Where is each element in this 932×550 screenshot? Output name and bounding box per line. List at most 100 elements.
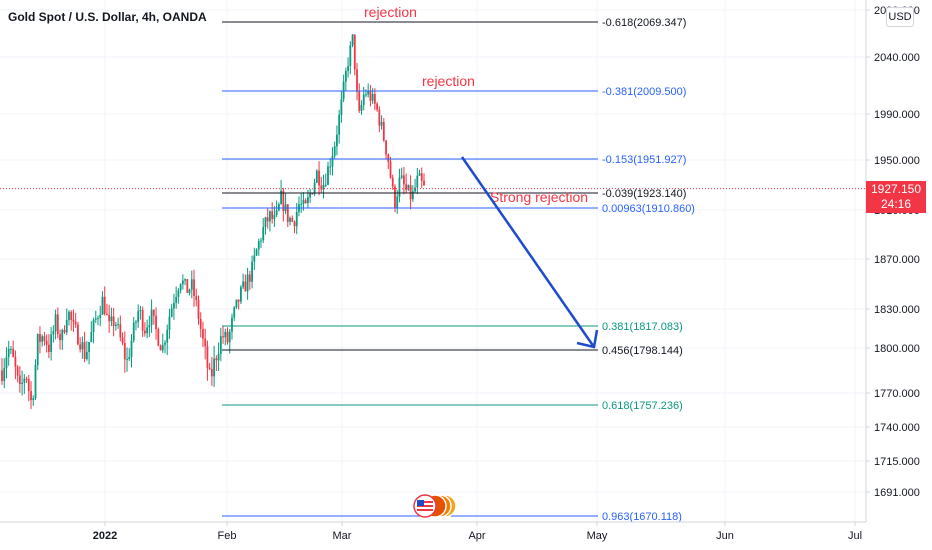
bar-countdown: 24:16 (880, 197, 912, 211)
candle-body (45, 340, 48, 345)
candle-body (103, 296, 106, 315)
candle-body (373, 94, 376, 104)
candle-body (16, 366, 19, 376)
candle-body (5, 357, 8, 369)
forecast-arrow-head (576, 329, 599, 349)
candle-body (233, 307, 236, 318)
candle-body (21, 382, 23, 384)
currency-selector[interactable]: USD (886, 7, 914, 27)
time-axis-label: 2022 (93, 530, 117, 542)
candle-body (387, 154, 390, 162)
candle-body (414, 187, 416, 192)
price-axis-label: 1715.000 (874, 456, 920, 468)
price-axis-label: 1870.000 (874, 254, 920, 266)
candle-body (253, 255, 256, 262)
candle-body (10, 348, 12, 350)
candle-body (396, 196, 399, 208)
candle-body (378, 109, 381, 126)
candle-body (135, 321, 137, 323)
last-price-tag: 1927.150 24:16 (866, 181, 926, 213)
fib-levels: -0.618(2069.347) -0.381(2009.500) -0.153(1… (222, 17, 695, 523)
candle-body (202, 328, 204, 339)
candle-body (289, 217, 291, 222)
price-axis-label: 1740.000 (874, 422, 920, 434)
candle-body (293, 221, 296, 227)
candle-body (99, 314, 102, 318)
candle-body (7, 349, 10, 358)
candle-body (27, 378, 30, 392)
candle-body (300, 203, 303, 205)
candle-body (59, 334, 61, 341)
candle-body (81, 342, 84, 350)
candle-body (275, 210, 278, 215)
candle-body (228, 331, 231, 343)
candle-body (110, 316, 113, 322)
candle-body (159, 345, 162, 351)
candle-body (322, 184, 325, 190)
economic-events-icon[interactable] (412, 493, 458, 519)
price-axis-label: 1770.000 (874, 388, 920, 400)
candle-body (389, 161, 392, 178)
candle-body (224, 331, 227, 338)
candle-body (77, 324, 79, 345)
candle-body (43, 336, 46, 341)
candle-body (195, 296, 198, 301)
candle-body (83, 342, 86, 360)
candle-body (70, 311, 73, 320)
time-axis-label: Apr (468, 530, 485, 542)
fib-level-label: 0.456(1798.144) (602, 345, 683, 357)
candle-body (88, 342, 90, 352)
candle-body (418, 173, 421, 176)
candle-body (213, 358, 216, 377)
candle-body (208, 367, 211, 369)
candle-body (14, 356, 17, 367)
candle-body (74, 321, 77, 325)
fib-level-label: -0.618(2069.347) (602, 17, 686, 29)
candle-body (324, 184, 327, 186)
candle-body (126, 359, 128, 361)
candle-body (333, 146, 336, 157)
candle-body (344, 70, 347, 82)
candle-body (226, 331, 229, 343)
candle-body (244, 281, 247, 292)
candle-body (52, 331, 55, 335)
candle-body (137, 310, 140, 322)
time-axis-label: Jul (848, 530, 862, 542)
candle-body (338, 114, 341, 135)
candle-body (403, 175, 405, 185)
candle-body (65, 320, 68, 333)
candle-body (313, 182, 316, 194)
candle-body (295, 212, 298, 227)
fib-level-label: 0.00963(1910.860) (602, 203, 695, 215)
candle-body (23, 378, 26, 383)
forecast-arrow[interactable] (460, 156, 599, 349)
annotation-text: rejection (364, 4, 417, 20)
candle-body (248, 274, 251, 282)
candle-body (282, 190, 285, 212)
candle-body (119, 324, 122, 338)
candle-body (302, 200, 305, 204)
fib-level-label: -0.153(1951.927) (602, 154, 686, 166)
candle-body (351, 34, 354, 46)
candle-body (246, 274, 249, 292)
candle-body (50, 334, 53, 352)
candle-body (32, 398, 35, 401)
candle-body (168, 316, 171, 330)
candle-body (177, 290, 180, 297)
candle-body (199, 318, 202, 329)
candle-body (286, 204, 289, 222)
candle-body (311, 193, 314, 195)
candle-body (206, 346, 209, 368)
candle-body (121, 337, 124, 343)
candle-body (280, 190, 283, 205)
candle-body (320, 185, 323, 190)
candle-body (173, 302, 175, 309)
candle-body (257, 241, 260, 250)
candle-body (367, 91, 370, 95)
candle-body (336, 134, 338, 147)
candle-body (18, 375, 21, 384)
candle-body (262, 227, 265, 241)
candle-body (219, 336, 222, 354)
candle-body (39, 333, 41, 342)
